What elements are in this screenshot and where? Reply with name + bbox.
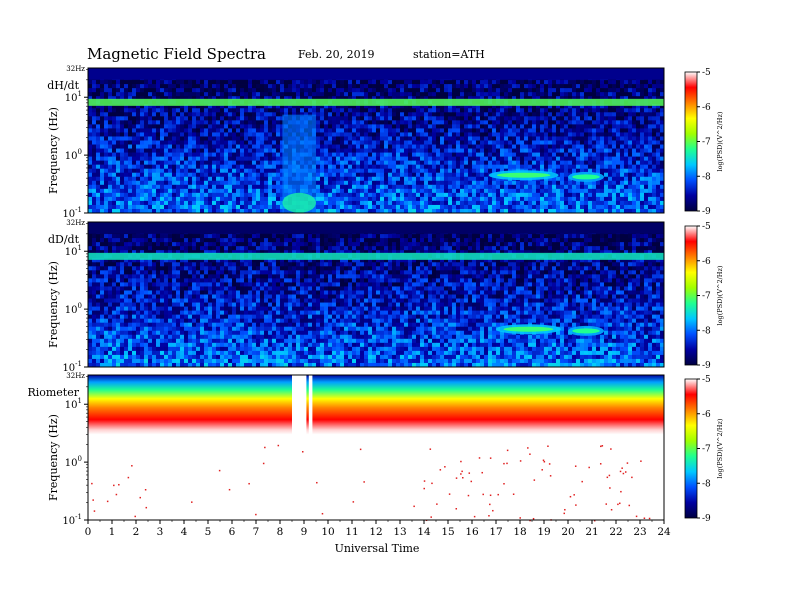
y-axis-label: Frequency (Hz) xyxy=(47,414,60,501)
x-tick-label: 13 xyxy=(393,526,406,538)
y-tick-label: 100 xyxy=(65,302,82,316)
x-tick-label: 5 xyxy=(205,526,212,538)
colorbar-label: log(PSD)(V^2/Hz) xyxy=(716,418,724,478)
feature-data-gap xyxy=(292,375,307,436)
panel-label: dH/dt xyxy=(47,79,79,92)
colorbar-tick-label: -9 xyxy=(702,207,711,217)
top-frequency-label: 32Hz xyxy=(66,372,85,380)
figure-date: Feb. 20, 2019 xyxy=(298,48,375,61)
y-tick-label: 100 xyxy=(65,148,82,162)
feature-narrowband-line xyxy=(88,98,664,106)
x-tick-label: 15 xyxy=(441,526,454,538)
y-axis-label: Frequency (Hz) xyxy=(47,261,60,348)
feature-broadband-event xyxy=(282,114,317,213)
y-tick-label: 101 xyxy=(65,90,82,104)
riometer-specks xyxy=(91,444,651,522)
riometer-band xyxy=(88,375,664,435)
colorbar-tick-label: -6 xyxy=(702,103,711,113)
y-tick-label: 101 xyxy=(65,244,82,258)
colorbar-label: log(PSD)(V^2/Hz) xyxy=(716,265,724,325)
x-tick-label: 6 xyxy=(229,526,236,538)
colorbar-tick-label: -5 xyxy=(702,222,711,232)
feature-pc-pulsation xyxy=(496,324,561,335)
spectrogram-noise xyxy=(88,222,665,368)
y-axis-label: Frequency (Hz) xyxy=(47,107,60,194)
figure-title: Magnetic Field Spectra xyxy=(87,45,266,63)
colorbar-tick-label: -8 xyxy=(702,479,711,489)
x-tick-label: 12 xyxy=(369,526,382,538)
x-tick-label: 19 xyxy=(537,526,550,538)
y-tick-label: 10-1 xyxy=(62,513,82,527)
panel-frame xyxy=(87,221,665,368)
x-tick-label: 8 xyxy=(277,526,284,538)
feature-narrowband-line xyxy=(88,252,664,260)
x-tick-label: 24 xyxy=(657,526,671,538)
y-tick-label: 10-1 xyxy=(62,360,82,374)
x-tick-label: 22 xyxy=(609,526,622,538)
colorbar-tick-label: -5 xyxy=(702,375,711,385)
top-frequency-label: 32Hz xyxy=(66,65,85,73)
x-tick-label: 7 xyxy=(253,526,260,538)
colorbar-label: log(PSD)(V^2/Hz) xyxy=(716,111,724,171)
x-tick-label: 4 xyxy=(181,526,188,538)
x-tick-label: 16 xyxy=(465,526,479,538)
time-axis: 0 1 2 3 4 5 6 7 8 9 10 11 12 13 14 15 16 17 18 19 20 21 22 23 24 xyxy=(85,520,671,538)
colorbar-tick-label: -9 xyxy=(702,514,711,524)
top-frequency-label: 32Hz xyxy=(66,219,85,227)
x-tick-label: 2 xyxy=(133,526,140,538)
y-tick-label: 100 xyxy=(65,455,82,469)
colorbar-tick-label: -9 xyxy=(702,361,711,371)
feature-pc-pulsation xyxy=(488,170,559,181)
y-tick-label: 101 xyxy=(65,397,82,411)
x-tick-label: 20 xyxy=(561,526,574,538)
x-tick-label: 17 xyxy=(489,526,502,538)
colorbar-tick-label: -6 xyxy=(702,410,711,420)
spectrogram-panel-3: 10-1 100 101 32Hz Riometer Frequency (Hz) -5 -6… xyxy=(27,372,724,527)
feature-high-freq-band xyxy=(88,222,664,234)
station-label: station=ATH xyxy=(413,48,485,61)
colorbar: -5 -6 -7 -8 -9 log(PSD)(V^2/Hz) xyxy=(684,375,724,524)
x-tick-label: 1 xyxy=(109,526,116,538)
feature-pc-pulsation xyxy=(568,171,604,182)
x-tick-label: 9 xyxy=(301,526,308,538)
colorbar-tick-label: -8 xyxy=(702,326,711,336)
panel-frame xyxy=(87,67,665,214)
colorbar-tick-label: -6 xyxy=(702,257,711,267)
x-axis-label: Universal Time xyxy=(335,542,420,555)
colorbar-tick-label: -8 xyxy=(702,172,711,182)
colorbar-tick-label: -7 xyxy=(702,292,711,302)
x-tick-label: 18 xyxy=(513,526,526,538)
colorbar-tick-label: -7 xyxy=(702,138,711,148)
panel-label: dD/dt xyxy=(48,233,80,246)
x-tick-label: 10 xyxy=(321,526,334,538)
spectrogram-noise xyxy=(88,68,665,214)
panel-label: Riometer xyxy=(27,386,79,399)
colorbar: -5 -6 -7 -8 -9 log(PSD)(V^2/Hz) xyxy=(684,68,724,217)
x-tick-label: 23 xyxy=(633,526,646,538)
colorbar-tick-label: -5 xyxy=(702,68,711,78)
x-tick-label: 0 xyxy=(85,526,92,538)
x-tick-label: 14 xyxy=(417,526,431,538)
y-tick-label: 10-1 xyxy=(62,206,82,220)
x-tick-label: 21 xyxy=(585,526,598,538)
colorbar: -5 -6 -7 -8 -9 log(PSD)(V^2/Hz) xyxy=(684,222,724,371)
feature-pc-pulsation xyxy=(568,325,604,336)
x-tick-label: 11 xyxy=(345,526,358,538)
x-tick-label: 3 xyxy=(157,526,164,538)
feature-high-freq-band xyxy=(88,68,664,80)
feature-data-gap xyxy=(308,375,313,436)
colorbar-tick-label: -7 xyxy=(702,445,711,455)
